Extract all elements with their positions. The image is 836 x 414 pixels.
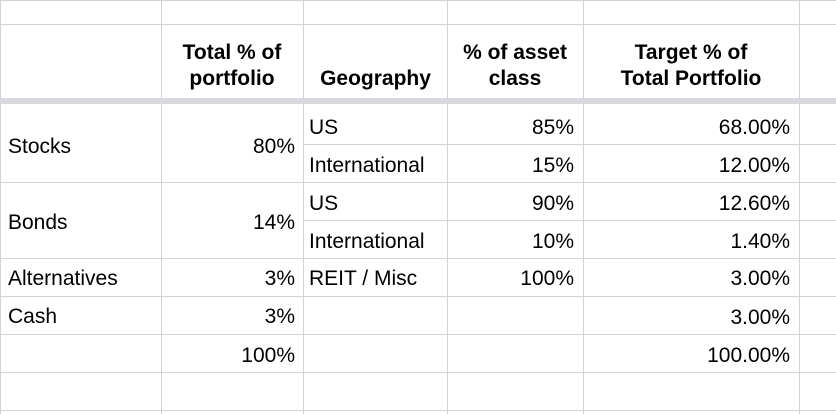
grid-line [303, 220, 836, 221]
header-line: Total % of [182, 41, 282, 64]
cell-stocks-total[interactable]: 80% [252, 135, 295, 158]
grid-line [0, 182, 836, 183]
grid-line [303, 144, 836, 145]
header-pct-asset-class[interactable]: % of asset class [448, 40, 582, 92]
cell-totals-target[interactable]: 100.00% [707, 344, 790, 367]
cell-bonds-intl-target[interactable]: 1.40% [730, 230, 790, 253]
header-line: portfolio [189, 67, 275, 90]
cell-bonds-intl-pct[interactable]: 10% [531, 230, 574, 253]
grid-line [583, 0, 584, 414]
cell-bonds-us-pct[interactable]: 90% [531, 192, 574, 215]
grid-line [0, 24, 836, 25]
cell-alternatives-label[interactable]: Alternatives [8, 267, 118, 290]
cell-alternatives-total[interactable]: 3% [264, 267, 295, 290]
cell-bonds-us-target[interactable]: 12.60% [718, 192, 790, 215]
cell-stocks-us-geo[interactable]: US [309, 116, 339, 139]
cell-alternatives-geo[interactable]: REIT / Misc [309, 267, 418, 290]
header-line: % of asset [463, 41, 567, 64]
header-total-pct[interactable]: Total % of portfolio [162, 40, 302, 92]
cell-bonds-intl-geo[interactable]: International [309, 230, 425, 253]
cell-cash-label[interactable]: Cash [8, 305, 58, 328]
header-geography[interactable]: Geography [320, 67, 431, 90]
grid-line [0, 258, 836, 259]
header-line: class [488, 67, 542, 90]
grid-line [0, 0, 1, 414]
grid-line [161, 0, 162, 414]
cell-alternatives-target[interactable]: 3.00% [730, 267, 790, 290]
cell-alternatives-pct[interactable]: 100% [520, 267, 574, 290]
cell-stocks-intl-target[interactable]: 12.00% [718, 154, 790, 177]
cell-cash-total[interactable]: 3% [264, 305, 295, 328]
cell-cash-target[interactable]: 3.00% [730, 306, 790, 329]
grid-line [0, 372, 836, 373]
cell-stocks-us-target[interactable]: 68.00% [718, 116, 790, 139]
cell-stocks-intl-geo[interactable]: International [309, 154, 425, 177]
frozen-row-divider[interactable] [0, 98, 836, 104]
cell-stocks-us-pct[interactable]: 85% [531, 116, 574, 139]
header-line: Target % of [634, 41, 748, 64]
grid-line [0, 0, 836, 1]
grid-line [0, 410, 836, 411]
cell-bonds-total[interactable]: 14% [252, 211, 295, 234]
grid-line [0, 296, 836, 297]
cell-totals-total[interactable]: 100% [241, 344, 295, 367]
header-target-pct[interactable]: Target % of Total Portfolio [584, 40, 798, 92]
header-line: Total Portfolio [620, 67, 762, 90]
cell-bonds-us-geo[interactable]: US [309, 192, 339, 215]
grid-line [303, 0, 304, 414]
grid-line [799, 0, 800, 414]
cell-bonds-label[interactable]: Bonds [8, 211, 68, 234]
cell-stocks-intl-pct[interactable]: 15% [531, 154, 574, 177]
grid-line [0, 334, 836, 335]
cell-stocks-label[interactable]: Stocks [8, 135, 72, 158]
grid-line [447, 0, 448, 414]
